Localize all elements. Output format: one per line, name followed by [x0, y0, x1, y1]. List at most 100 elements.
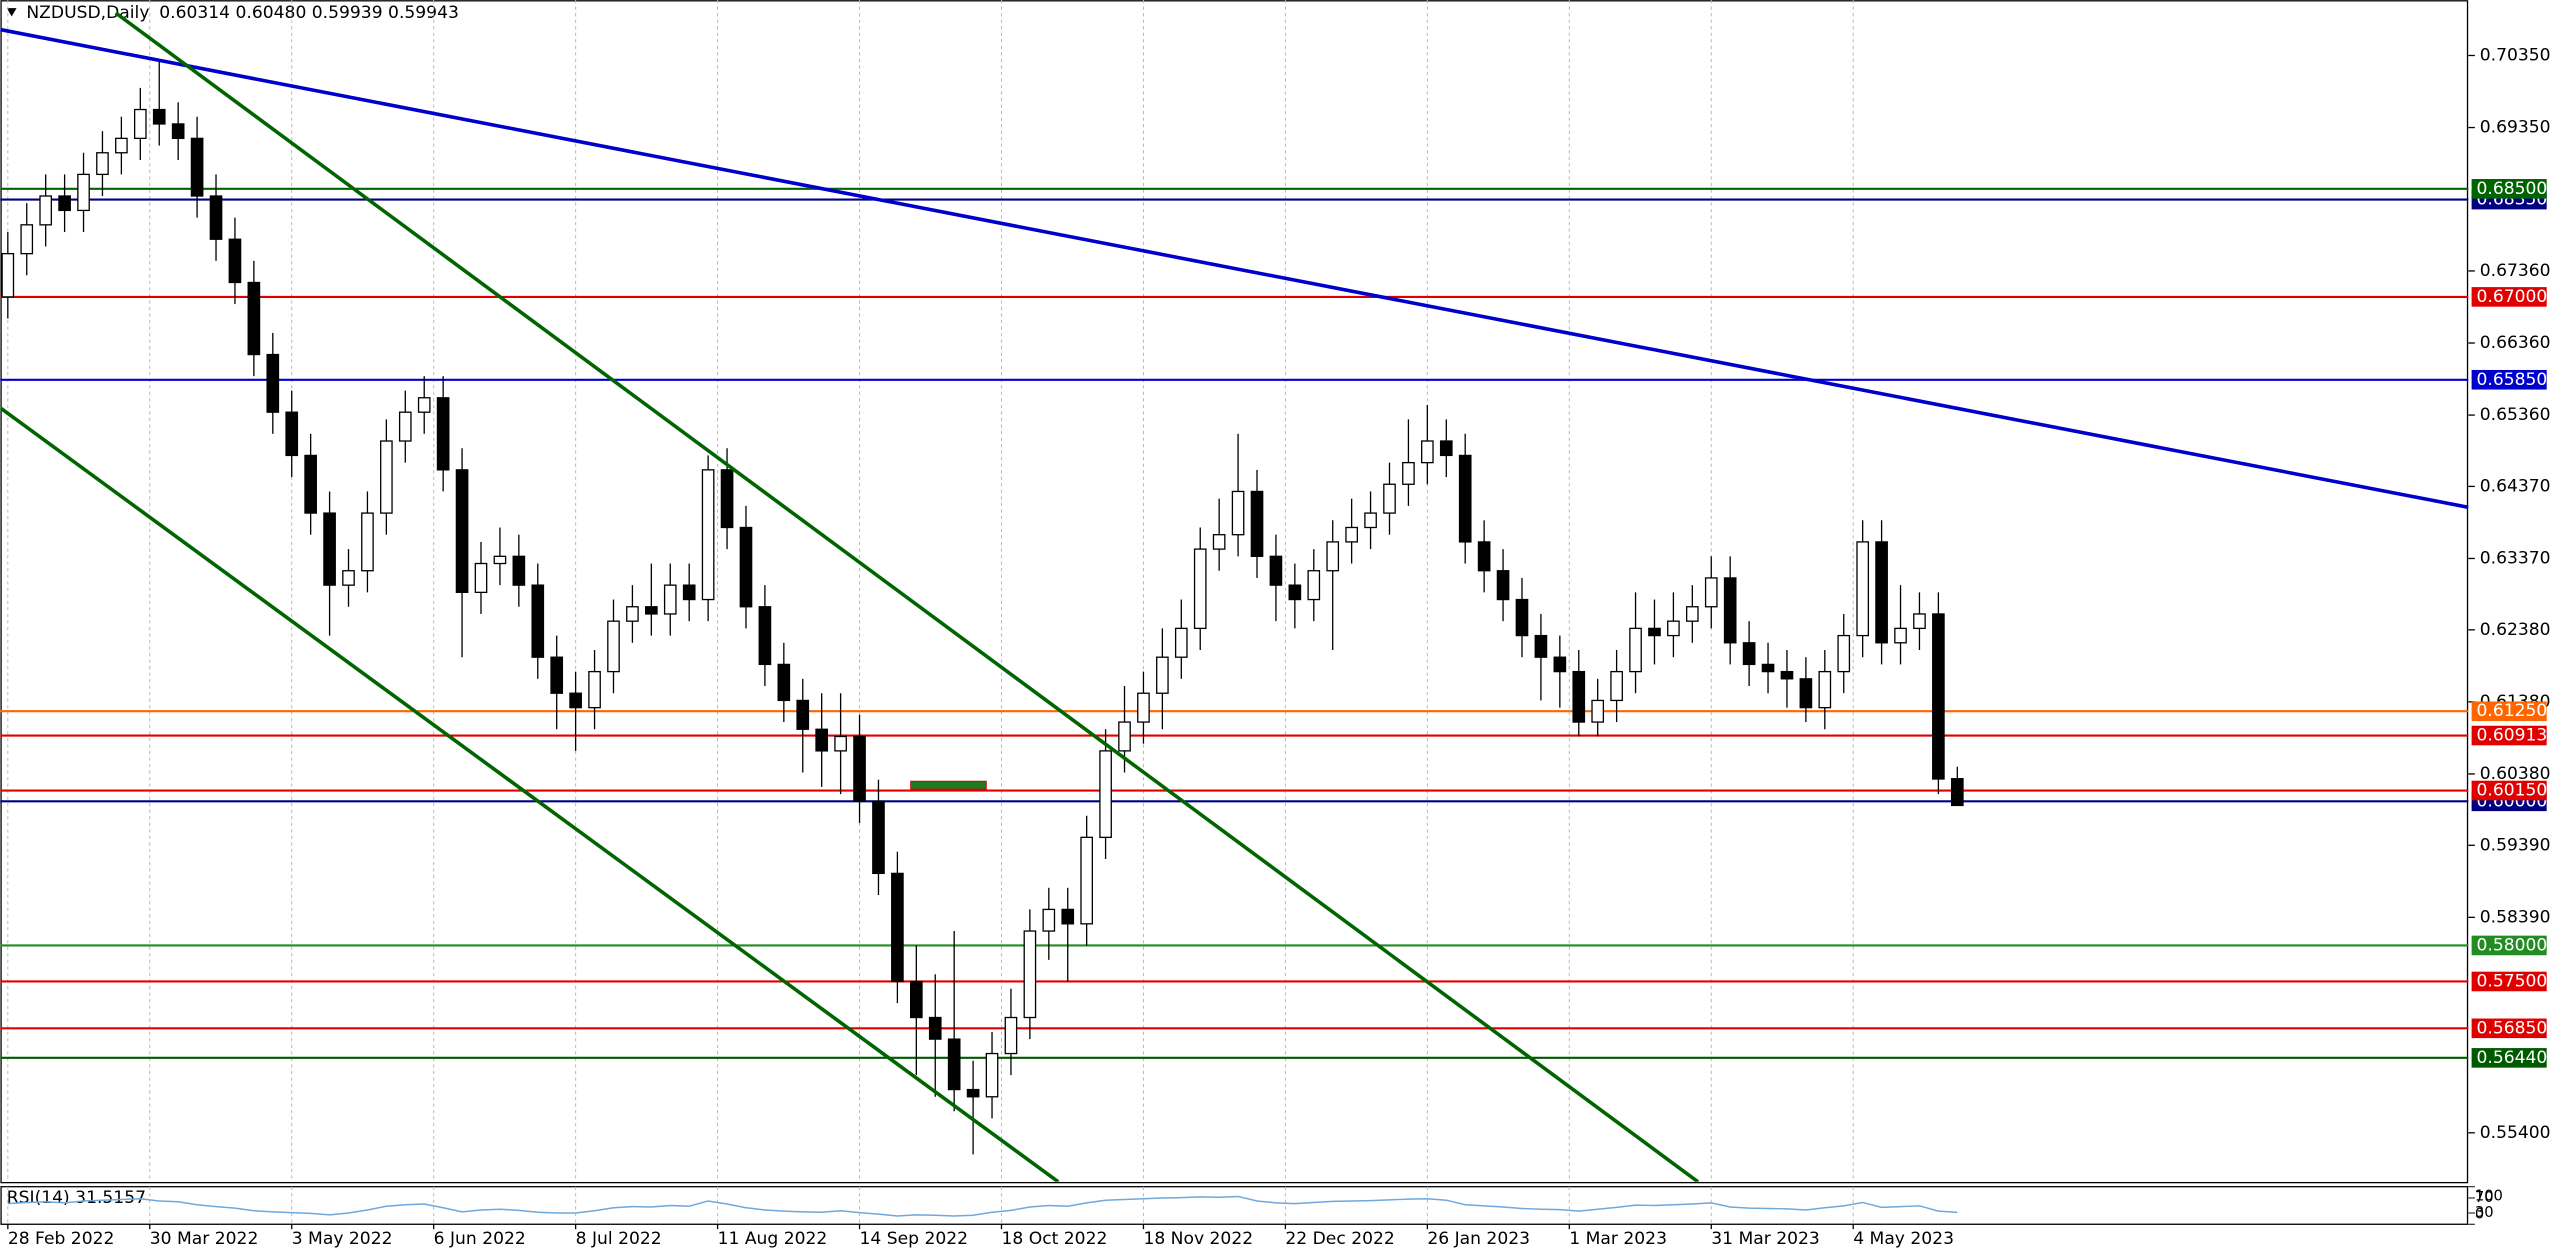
candle-body — [1932, 613, 1945, 780]
candle-body — [342, 570, 355, 586]
candle-body — [1307, 570, 1321, 601]
candle-body — [1742, 642, 1756, 666]
candle-body — [777, 663, 791, 702]
level-label-box — [2471, 1048, 2547, 1068]
candle-body — [796, 699, 810, 730]
candle-body — [96, 152, 109, 176]
candle-body — [663, 584, 677, 615]
y-tick-label: 0.66360 — [2480, 333, 2551, 353]
candle-body — [1837, 634, 1851, 673]
candle-body — [1856, 541, 1870, 637]
candle-body — [872, 800, 885, 875]
candle-body — [1269, 555, 1283, 586]
candle-body — [1383, 483, 1396, 514]
candle-body — [1553, 656, 1567, 673]
candle-body — [1174, 627, 1188, 658]
rsi-title: RSI(14) 31.5157 — [7, 1188, 146, 1208]
trend-line — [114, 11, 1700, 1182]
candle-body — [1894, 627, 1907, 644]
candle-body — [966, 1088, 980, 1098]
candle-body — [1061, 908, 1075, 925]
candle-body — [588, 670, 601, 709]
candle-body — [436, 397, 450, 471]
candle-body — [1, 253, 15, 298]
candle-body — [1818, 670, 1832, 709]
candle-body — [209, 195, 223, 240]
candle-body — [1231, 490, 1245, 536]
x-tick-label: 31 Mar 2023 — [1711, 1229, 1820, 1249]
candle-body — [77, 173, 90, 212]
candle-body — [474, 562, 488, 593]
rsi-line — [7, 1195, 1958, 1217]
candle-body — [1950, 778, 1964, 807]
candle-body — [380, 440, 393, 514]
candle-body — [1326, 541, 1340, 572]
rsi-y-tick-label: 0 — [2475, 1205, 2484, 1222]
candle-body — [1421, 440, 1434, 464]
level-label: 0.68500 — [2477, 179, 2548, 199]
trend-line — [0, 406, 1060, 1182]
candle-body — [1780, 670, 1794, 680]
candle-body — [58, 195, 71, 212]
candle-body — [1685, 606, 1699, 622]
y-tick-label: 0.64370 — [2480, 476, 2551, 496]
level-label-box — [2471, 701, 2547, 722]
rsi-frame — [0, 1186, 2469, 1225]
x-tick-label: 3 May 2022 — [292, 1229, 393, 1249]
x-tick-label: 18 Nov 2022 — [1143, 1229, 1253, 1249]
candle-body — [1875, 541, 1888, 644]
candle-body — [493, 555, 507, 565]
candle-body — [701, 469, 715, 601]
y-tick-label: 0.58390 — [2480, 907, 2551, 927]
x-tick-label: 8 Jul 2022 — [576, 1229, 662, 1249]
candle-body — [1402, 461, 1415, 485]
y-tick-label: 0.69350 — [2480, 118, 2551, 138]
y-tick-label: 0.62380 — [2480, 620, 2551, 640]
x-tick-label: 14 Sep 2022 — [860, 1229, 969, 1249]
candle-body — [455, 469, 469, 593]
level-label: 0.61250 — [2477, 701, 2548, 721]
rsi-y-tick-label: 70 — [2475, 1189, 2494, 1206]
x-tick-label: 6 Jun 2022 — [434, 1229, 526, 1249]
candle-body — [247, 281, 261, 356]
x-tick-label: 26 Jan 2023 — [1427, 1229, 1530, 1249]
level-label-box — [2471, 935, 2547, 956]
candle-body — [1439, 440, 1453, 457]
candle-body — [1723, 577, 1737, 644]
candle-body — [947, 1038, 961, 1091]
rsi-y-tick-label: 100 — [2475, 1188, 2503, 1205]
candle-body — [834, 735, 847, 752]
candle-body — [361, 512, 374, 572]
menu-arrow[interactable] — [6, 8, 17, 17]
candle-body — [1023, 930, 1037, 1019]
candle-body — [1496, 570, 1510, 601]
candle-body — [1704, 577, 1718, 608]
candle-body — [285, 411, 299, 457]
candle-body — [1458, 454, 1472, 543]
x-tick-label: 11 Aug 2022 — [718, 1229, 828, 1249]
zone — [910, 780, 987, 790]
candle-body — [323, 512, 336, 586]
x-tick-label: 30 Mar 2022 — [150, 1229, 259, 1249]
x-tick-label: 28 Feb 2022 — [8, 1229, 115, 1249]
x-tick-label: 4 May 2023 — [1853, 1229, 1954, 1249]
candle-body — [1156, 656, 1169, 694]
level-label: 0.60150 — [2477, 781, 2548, 801]
rsi-y-tick-label: 30 — [2475, 1204, 2494, 1221]
candle-body — [758, 606, 772, 666]
chart-header: NZDUSD,Daily 0.60314 0.60480 0.59939 0.59… — [26, 3, 459, 23]
candle-body — [20, 224, 34, 255]
candle-body — [1761, 663, 1775, 673]
candle-body — [1610, 670, 1623, 702]
symbol: NZDUSD,Daily — [26, 3, 149, 23]
candle-body — [304, 454, 317, 514]
candle-body — [1799, 678, 1813, 709]
level-label-box — [2471, 369, 2547, 390]
candle-body — [815, 728, 829, 752]
level-label-box — [2471, 725, 2547, 746]
y-tick-label: 0.70350 — [2480, 45, 2551, 65]
level-label-box — [2471, 1018, 2547, 1039]
candle-body — [417, 397, 431, 413]
candle-body — [1137, 692, 1150, 723]
